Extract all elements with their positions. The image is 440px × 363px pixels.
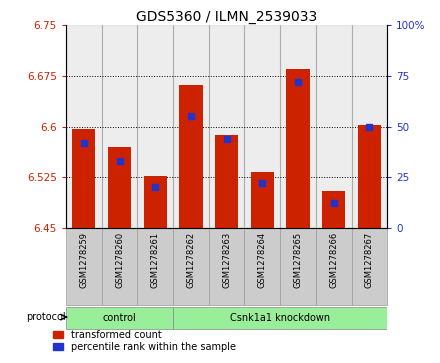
- Text: GSM1278259: GSM1278259: [79, 232, 88, 287]
- Text: GSM1278265: GSM1278265: [293, 232, 302, 287]
- Bar: [245, 228, 280, 305]
- Bar: [322, 191, 345, 228]
- Text: GSM1278260: GSM1278260: [115, 232, 124, 287]
- Bar: [316, 25, 352, 228]
- Text: GSM1278264: GSM1278264: [258, 232, 267, 287]
- Bar: [352, 228, 387, 305]
- Text: GSM1278266: GSM1278266: [329, 232, 338, 288]
- Bar: [66, 25, 102, 228]
- Bar: [358, 125, 381, 228]
- Text: protocol: protocol: [26, 312, 66, 322]
- Bar: [215, 135, 238, 228]
- Bar: [280, 228, 316, 305]
- Text: GSM1278262: GSM1278262: [187, 232, 195, 287]
- Text: control: control: [103, 313, 136, 323]
- Bar: [102, 228, 137, 305]
- Legend: transformed count, percentile rank within the sample: transformed count, percentile rank withi…: [53, 330, 235, 352]
- Title: GDS5360 / ILMN_2539033: GDS5360 / ILMN_2539033: [136, 11, 317, 24]
- Bar: [137, 228, 173, 305]
- Bar: [137, 25, 173, 228]
- Bar: [245, 25, 280, 228]
- Bar: [352, 25, 387, 228]
- Bar: [66, 228, 102, 305]
- Bar: [66, 307, 173, 329]
- Bar: [108, 147, 131, 228]
- Bar: [143, 176, 167, 228]
- Bar: [209, 25, 245, 228]
- Bar: [102, 25, 137, 228]
- Bar: [280, 25, 316, 228]
- Bar: [251, 172, 274, 228]
- Text: GSM1278263: GSM1278263: [222, 232, 231, 288]
- Bar: [173, 307, 387, 329]
- Bar: [72, 129, 95, 228]
- Text: GSM1278261: GSM1278261: [151, 232, 160, 287]
- Bar: [180, 85, 202, 228]
- Bar: [209, 228, 245, 305]
- Bar: [173, 228, 209, 305]
- Bar: [286, 69, 310, 228]
- Bar: [316, 228, 352, 305]
- Text: Csnk1a1 knockdown: Csnk1a1 knockdown: [230, 313, 330, 323]
- Text: GSM1278267: GSM1278267: [365, 232, 374, 288]
- Bar: [173, 25, 209, 228]
